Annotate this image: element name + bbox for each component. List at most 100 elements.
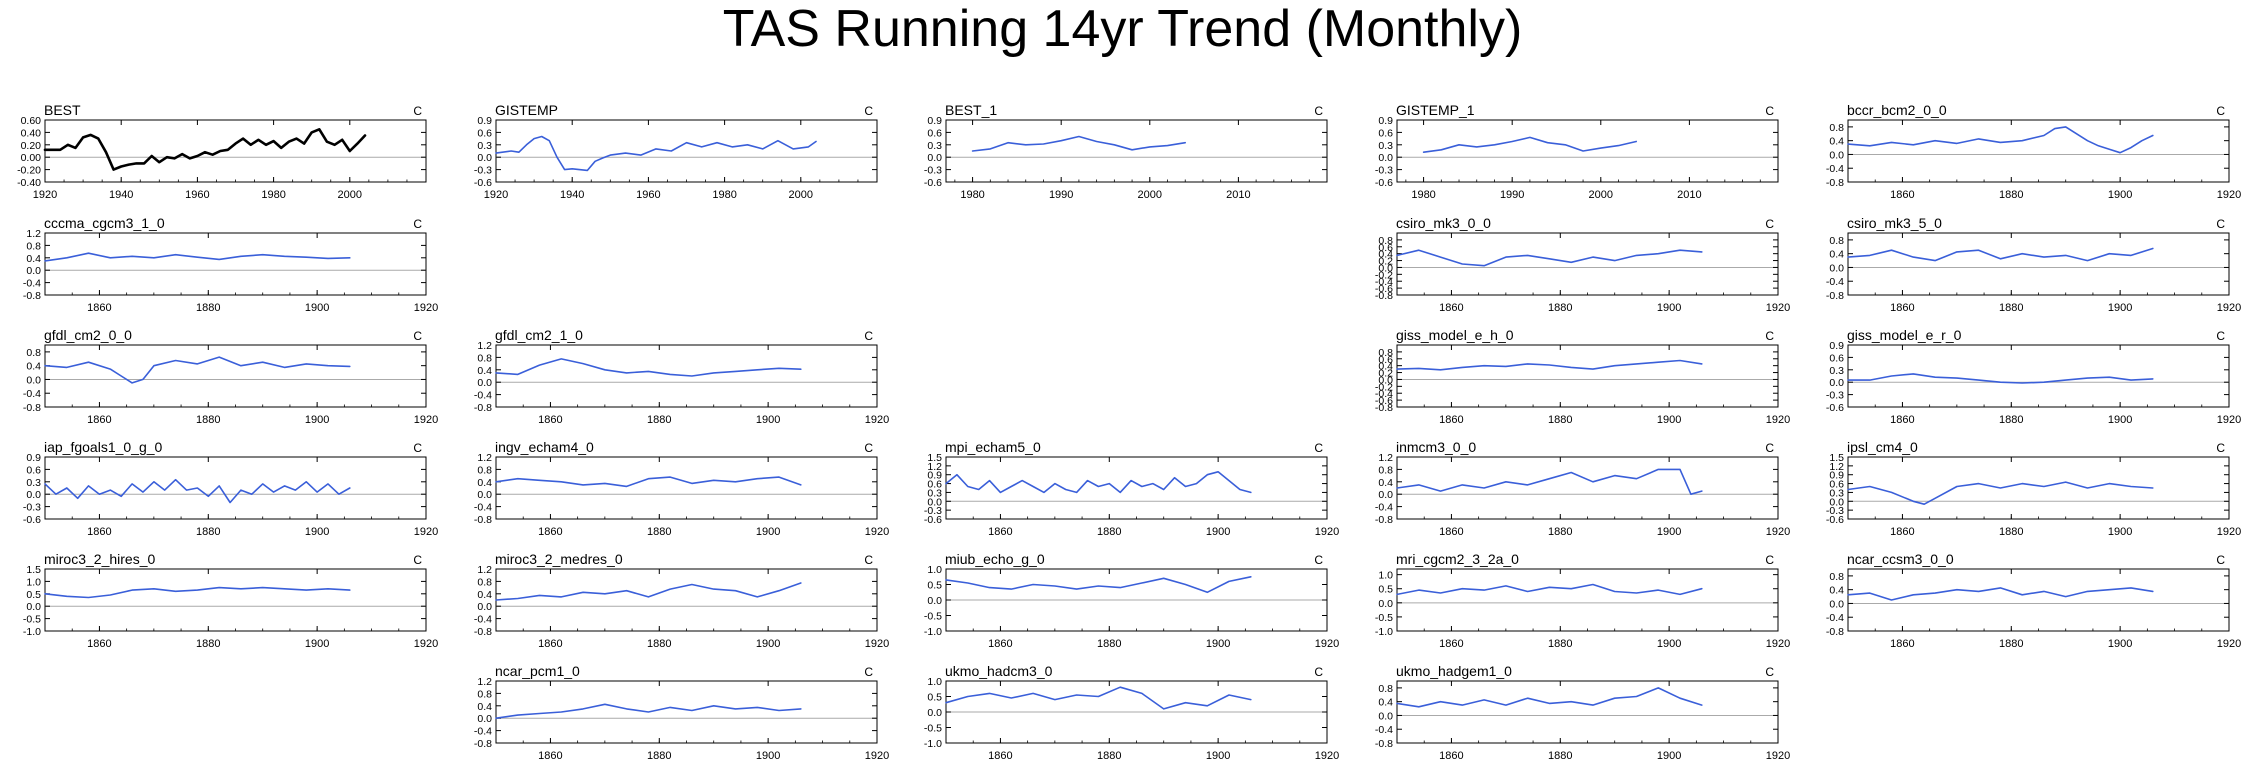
y-tick-label: -0.8 xyxy=(1826,177,1844,189)
x-tick-label: 1860 xyxy=(538,638,562,650)
x-tick-label: 1920 xyxy=(1315,638,1339,650)
y-tick-label: 0.6 xyxy=(1378,127,1393,139)
x-tick-label: 1900 xyxy=(756,638,780,650)
x-tick-label: 1990 xyxy=(1049,189,1073,201)
panel-title: miroc3_2_medres_0 xyxy=(495,551,623,567)
y-tick-label: -0.4 xyxy=(23,278,41,290)
y-tick-label: -0.4 xyxy=(474,390,492,402)
y-tick-label: 0.3 xyxy=(927,487,942,499)
panel-BEST-1: BEST_1 C -0.6-0.30.00.30.60.9 1980 1990 2000 2… xyxy=(924,102,1328,201)
x-tick-label: 1860 xyxy=(87,638,111,650)
x-tick-label: 1920 xyxy=(1315,750,1339,762)
y-tick-label: 0.9 xyxy=(1829,340,1844,352)
y-tick-label: -0.6 xyxy=(1826,402,1844,414)
x-tick-label: 1920 xyxy=(2217,189,2241,201)
y-tick-label: 0.40 xyxy=(21,127,42,139)
x-tick-label: 1860 xyxy=(1890,526,1914,538)
y-tick-label: 0.4 xyxy=(26,361,41,373)
panel-GISTEMP-1: GISTEMP_1 C -0.6-0.30.00.30.60.9 1980 1990 20… xyxy=(1375,102,1779,201)
x-tick-label: 1980 xyxy=(261,189,285,201)
series-line xyxy=(1422,136,1637,153)
y-tick-label: 0.0 xyxy=(1829,598,1844,610)
y-tick-label: 0.0 xyxy=(1829,377,1844,389)
panel-title: csiro_mk3_5_0 xyxy=(1847,215,1942,231)
x-tick-label: 1880 xyxy=(1548,750,1572,762)
unit-label: C xyxy=(1314,553,1323,567)
panel-cccma-cgcm3-1-0: cccma_cgcm3_1_0 C -0.8-0.40.00.40.81.2 1860… xyxy=(23,215,438,314)
x-tick-label: 1920 xyxy=(1315,526,1339,538)
y-tick-label: 0.0 xyxy=(927,595,942,607)
y-tick-label: 0.8 xyxy=(1829,122,1844,134)
y-tick-label: -0.8 xyxy=(1826,290,1844,302)
panel-title: gfdl_cm2_1_0 xyxy=(495,327,583,343)
unit-label: C xyxy=(2216,104,2225,118)
x-tick-label: 1900 xyxy=(1206,750,1230,762)
panel-giss-model-e-r-0: giss_model_e_r_0 C -0.6-0.30.00.30.60.9 186… xyxy=(1826,327,2241,426)
x-tick-label: 1920 xyxy=(865,526,889,538)
y-tick-label: 0.3 xyxy=(477,140,492,152)
y-tick-label: -0.6 xyxy=(1375,177,1393,189)
y-tick-label: 0.0 xyxy=(1378,152,1393,164)
y-tick-label: 0.8 xyxy=(1378,347,1393,359)
panel-title: inmcm3_0_0 xyxy=(1396,439,1476,455)
y-tick-label: 0.0 xyxy=(1378,262,1393,274)
panel-bccr-bcm2-0-0: bccr_bcm2_0_0 C -0.8 -0.4 0.00.4 0.8 1860 1880 1… xyxy=(1826,102,2241,201)
y-tick-label: 0.3 xyxy=(927,140,942,152)
y-tick-label: 0.6 xyxy=(927,127,942,139)
y-tick-label: 0.0 xyxy=(477,377,492,389)
y-tick-label: -0.6 xyxy=(1826,514,1844,526)
y-tick-label: -0.4 xyxy=(474,502,492,514)
x-tick-label: 1920 xyxy=(1766,302,1790,314)
x-tick-label: 1860 xyxy=(1890,638,1914,650)
panel-csiro-mk3-5-0: csiro_mk3_5_0 C -0.8 -0.4 0.00.4 0.8 1860 1880 1… xyxy=(1826,215,2241,314)
series-line xyxy=(1847,247,2154,262)
x-tick-label: 1880 xyxy=(1999,302,2023,314)
y-tick-label: 0.6 xyxy=(927,479,942,491)
y-tick-label: 0.0 xyxy=(26,374,41,386)
plot-frame xyxy=(44,344,427,408)
x-tick-label: 1900 xyxy=(305,526,329,538)
y-tick-label: 0.4 xyxy=(1378,249,1393,261)
panel-title: cccma_cgcm3_1_0 xyxy=(44,215,165,231)
y-tick-label: 0.00 xyxy=(21,152,42,164)
panel-title: mpi_echam5_0 xyxy=(945,439,1041,455)
x-tick-label: 1880 xyxy=(1548,638,1572,650)
y-tick-label: 1.2 xyxy=(1829,461,1844,473)
x-tick-label: 1860 xyxy=(1890,302,1914,314)
x-tick-label: 1920 xyxy=(865,414,889,426)
series-line xyxy=(44,478,351,504)
y-tick-label: 1.5 xyxy=(1829,452,1844,464)
y-tick-label: -0.5 xyxy=(924,611,942,623)
panel-GISTEMP: GISTEMP C -0.6-0.30.00.30.60.9 1920 1940 1960… xyxy=(474,102,878,201)
x-tick-label: 1900 xyxy=(1657,638,1681,650)
y-tick-label: -0.8 xyxy=(1375,402,1393,414)
x-tick-label: 1920 xyxy=(1766,750,1790,762)
y-tick-label: -0.5 xyxy=(1375,612,1393,624)
x-tick-label: 1900 xyxy=(2108,189,2132,201)
y-tick-label: 0.8 xyxy=(1829,235,1844,247)
y-tick-label: 0.0 xyxy=(1378,489,1393,501)
x-tick-label: 1920 xyxy=(2217,638,2241,650)
x-tick-label: 2000 xyxy=(1589,189,1613,201)
panel-miroc3-2-hires-0: miroc3_2_hires_0 C -1.0-0.50.00.51.01.5 186… xyxy=(23,551,438,650)
unit-label: C xyxy=(413,104,422,118)
plot-frame xyxy=(1847,344,2230,408)
y-tick-label: 0.4 xyxy=(477,589,492,601)
panel-csiro-mk3-0-0: csiro_mk3_0_0 C-0.8-0.6-0.4-0.20.00.20.40… xyxy=(1375,215,1790,314)
y-tick-label: -0.8 xyxy=(474,402,492,414)
y-tick-label: 0.0 xyxy=(26,489,41,501)
series-line xyxy=(495,582,802,601)
unit-label: C xyxy=(413,553,422,567)
y-tick-label: 0.9 xyxy=(927,115,942,127)
y-tick-label: 0.9 xyxy=(477,115,492,127)
x-tick-label: 1900 xyxy=(756,414,780,426)
y-tick-label: -1.0 xyxy=(924,626,942,638)
series-line xyxy=(1847,373,2154,384)
y-tick-label: 0.4 xyxy=(477,477,492,489)
series-line xyxy=(1847,481,2154,506)
unit-label: C xyxy=(1765,217,1774,231)
y-tick-label: 0.6 xyxy=(1829,352,1844,364)
x-tick-label: 1920 xyxy=(33,189,57,201)
y-tick-label: -0.3 xyxy=(1375,165,1393,177)
